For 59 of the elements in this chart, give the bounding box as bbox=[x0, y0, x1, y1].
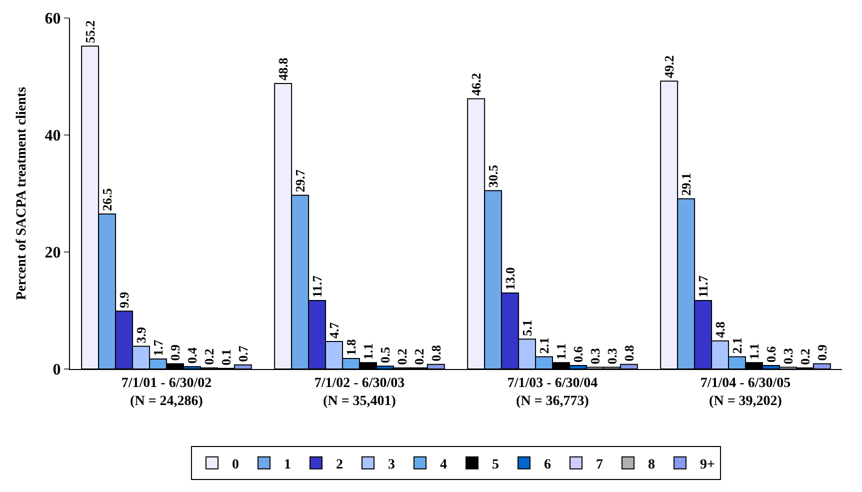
legend-label: 7 bbox=[596, 457, 603, 472]
data-label: 0.4 bbox=[184, 346, 200, 364]
data-label: 0.3 bbox=[587, 348, 602, 364]
data-label: 4.8 bbox=[712, 321, 728, 338]
legend-label: 4 bbox=[440, 457, 447, 472]
data-label: 0.2 bbox=[411, 348, 426, 365]
data-label: 0.8 bbox=[428, 344, 444, 362]
data-label: 5.1 bbox=[520, 320, 535, 336]
data-label: 13.0 bbox=[502, 267, 518, 290]
legend-label: 8 bbox=[648, 457, 655, 472]
data-label: 30.5 bbox=[486, 164, 501, 188]
data-label: 0.6 bbox=[570, 346, 586, 362]
data-label: 0.1 bbox=[218, 349, 234, 366]
data-label: 0.8 bbox=[621, 344, 636, 362]
data-label: 0.2 bbox=[201, 348, 216, 365]
data-label: 1.1 bbox=[746, 343, 762, 360]
data-label: 49.2 bbox=[662, 55, 677, 78]
legend-label: 5 bbox=[492, 457, 499, 472]
y-axis-title: Percent of SACPA treatment clients bbox=[14, 86, 30, 300]
data-label: 0.2 bbox=[797, 348, 812, 365]
data-label: 11.7 bbox=[310, 275, 325, 298]
data-label: 0.3 bbox=[780, 348, 796, 364]
y-tick-label: 0 bbox=[52, 362, 61, 379]
data-label: 1.7 bbox=[150, 339, 166, 356]
data-label: 46.2 bbox=[468, 72, 484, 96]
legend-label: 3 bbox=[388, 457, 395, 472]
x-tick-label: 7/1/02 - 6/30/03 (N = 35,401) bbox=[314, 376, 405, 409]
legend-label: 6 bbox=[544, 457, 551, 472]
data-label: 1.1 bbox=[553, 343, 568, 360]
data-label: 55.2 bbox=[82, 20, 98, 44]
legend-label: 9+ bbox=[700, 457, 715, 472]
data-label: 1.1 bbox=[360, 343, 376, 360]
data-label: 26.5 bbox=[100, 188, 115, 211]
data-label: 29.1 bbox=[678, 173, 694, 196]
data-label: 1.8 bbox=[344, 338, 359, 356]
data-label: 29.7 bbox=[292, 169, 308, 192]
y-tick-label: 40 bbox=[44, 128, 61, 145]
x-tick-label: 7/1/01 - 6/30/02 (N = 24,286) bbox=[121, 376, 212, 409]
legend-label: 0 bbox=[232, 457, 239, 472]
y-tick-label: 60 bbox=[44, 10, 61, 28]
data-label: 2.1 bbox=[730, 337, 745, 354]
x-tick-label: 7/1/04 - 6/30/05 (N = 39,202) bbox=[700, 376, 791, 409]
legend-label: 2 bbox=[336, 457, 343, 472]
data-label: 3.9 bbox=[134, 326, 149, 344]
data-label: 2.1 bbox=[536, 337, 552, 354]
data-label: 4.7 bbox=[326, 322, 342, 339]
data-label: 0.9 bbox=[167, 344, 182, 361]
data-label: 0.7 bbox=[235, 345, 250, 362]
data-label: 11.7 bbox=[696, 275, 711, 298]
data-label: 0.9 bbox=[814, 344, 830, 361]
legend-label: 1 bbox=[284, 457, 291, 472]
y-tick-label: 20 bbox=[44, 244, 61, 262]
data-label: 0.5 bbox=[377, 346, 392, 364]
data-label: 0.6 bbox=[763, 346, 778, 362]
x-tick-label: 7/1/03 - 6/30/04 (N = 36,773) bbox=[507, 376, 598, 409]
data-label: 48.8 bbox=[276, 57, 291, 81]
data-label: 0.2 bbox=[394, 348, 410, 365]
data-label: 9.9 bbox=[116, 291, 132, 308]
data-label: 0.3 bbox=[604, 348, 620, 364]
